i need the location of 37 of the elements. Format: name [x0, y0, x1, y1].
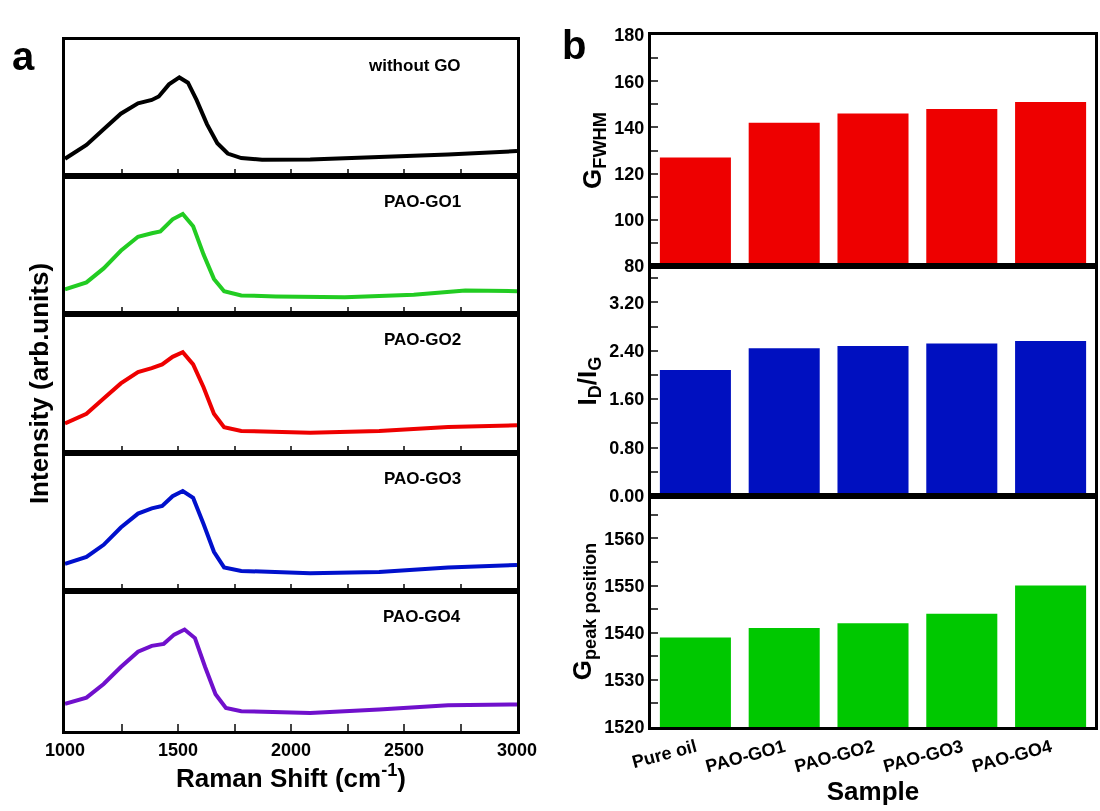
y-tick-label: 100	[614, 210, 645, 231]
x-tick-label: 3000	[496, 739, 538, 760]
x-tick-label: 1000	[44, 739, 86, 760]
y-tick-label: 1530	[604, 670, 645, 691]
x-axis-title: Raman Shift (cm$^{-1}$)	[176, 759, 406, 793]
y-tick-label: 2.40	[609, 341, 645, 362]
y-tick-label: 1520	[604, 717, 645, 738]
text: PAO-GO3	[384, 469, 462, 488]
y-axis-title: Intensity (arb.units)	[24, 262, 55, 505]
text: PAO-GO1	[384, 192, 462, 211]
y-tick-label: 120	[614, 163, 645, 184]
x-tick-label: Pure oil	[629, 735, 699, 773]
text: b	[562, 23, 587, 67]
y-tick-label: 1560	[604, 528, 645, 549]
bar	[748, 348, 820, 496]
text: a	[12, 34, 35, 78]
x-tick-label: 2500	[383, 739, 425, 760]
y-tick-label: 3.20	[609, 292, 645, 313]
y-tick-label: 80	[624, 256, 645, 277]
bar	[1015, 341, 1087, 496]
bar	[659, 370, 731, 496]
y-tick-label: 160	[614, 71, 645, 92]
x-tick-label: 2000	[270, 739, 312, 760]
bar	[837, 345, 909, 496]
y-tick-label: 1540	[604, 623, 645, 644]
y-tick-label: 140	[614, 117, 645, 138]
y-tick-label: 1.60	[609, 389, 645, 410]
y-tick-label: 0.00	[609, 486, 645, 507]
x-tick-label: 1500	[157, 739, 199, 760]
y-tick-label: 180	[614, 25, 645, 46]
y-tick-label: 1550	[604, 575, 645, 596]
text: without GO	[368, 56, 461, 75]
text: PAO-GO4	[383, 607, 461, 626]
x-axis-title: Sample	[826, 776, 920, 807]
y-tick-label: 0.80	[609, 437, 645, 458]
text: PAO-GO2	[384, 330, 462, 349]
bar	[926, 343, 998, 496]
